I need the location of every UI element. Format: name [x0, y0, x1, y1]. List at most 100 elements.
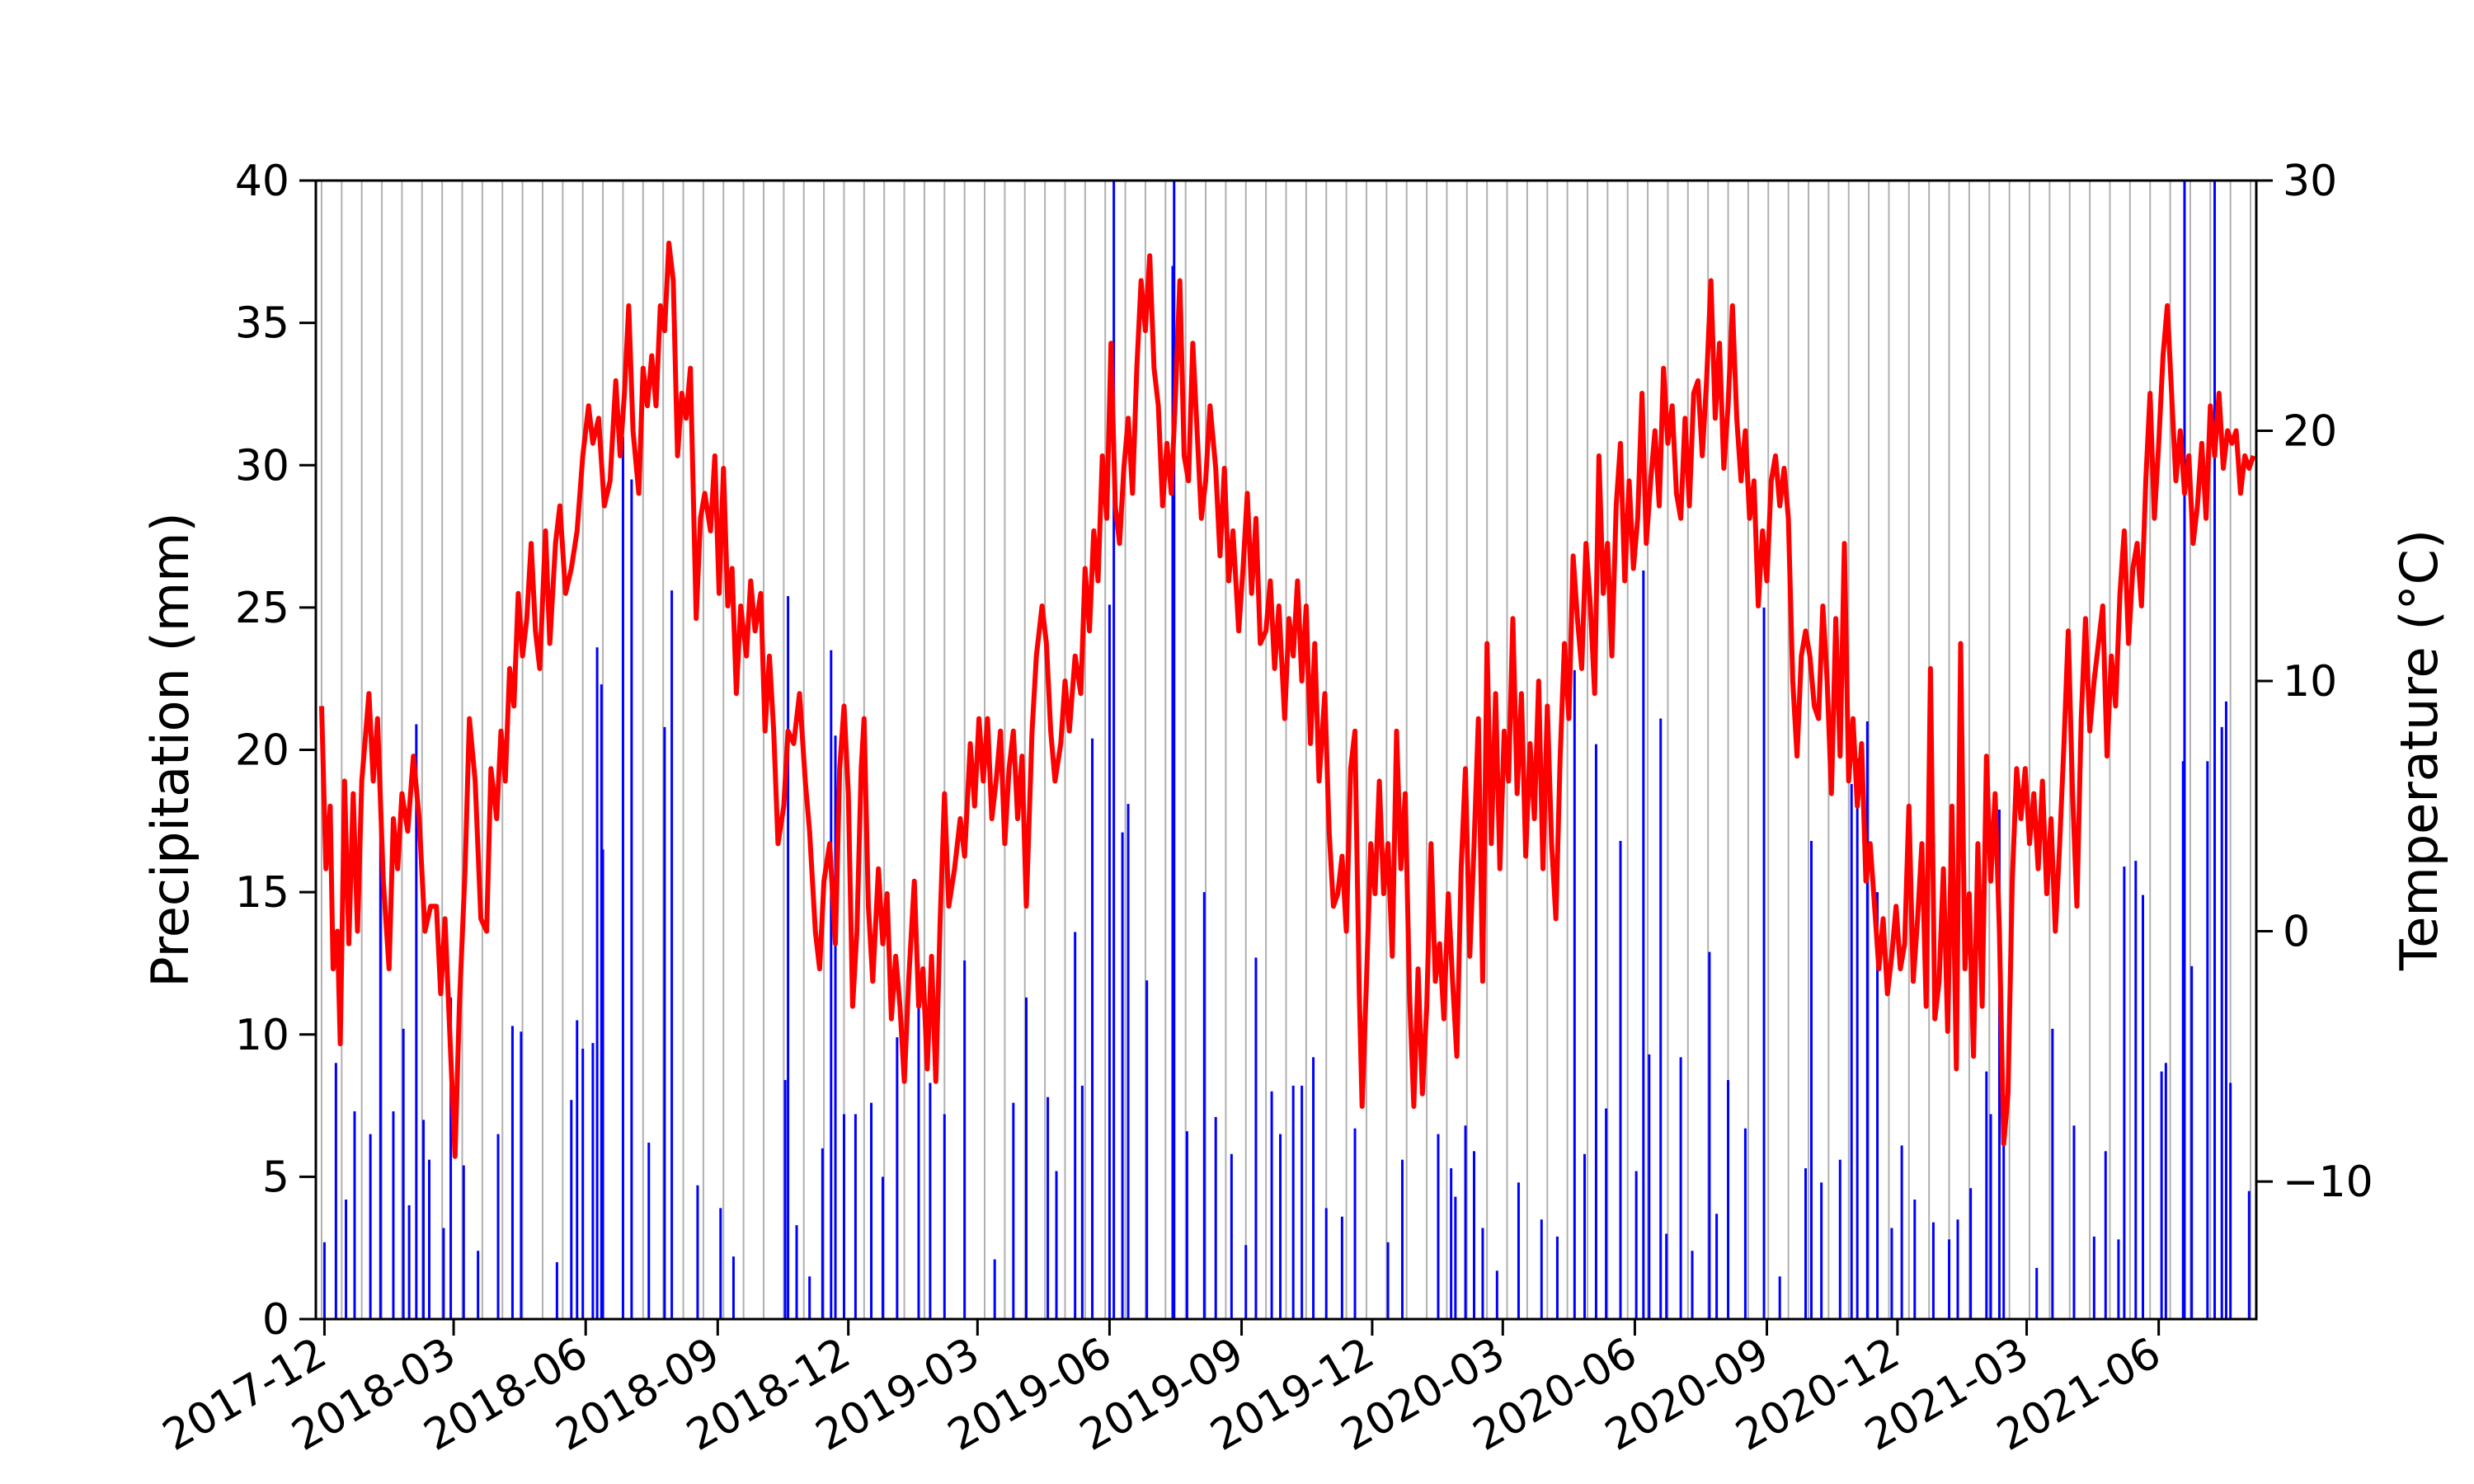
- precipitation-bar: [1573, 669, 1576, 1319]
- precipitation-bar: [854, 1114, 857, 1319]
- precipitation-bar: [929, 1082, 932, 1319]
- precipitation-bar: [2213, 181, 2217, 1319]
- precipitation-bar: [731, 1256, 735, 1319]
- precipitation-bar: [322, 1242, 326, 1319]
- precipitation-bar: [1495, 1270, 1498, 1319]
- precipitation-bar: [1340, 1216, 1343, 1319]
- precipitation-bar: [1708, 951, 1711, 1319]
- precipitation-bar: [1900, 1145, 1903, 1319]
- y-tick-label: 5: [262, 1153, 289, 1202]
- precipitation-bar: [600, 684, 603, 1319]
- precipitation-bar: [1594, 744, 1597, 1319]
- precipitation-bar: [1876, 892, 1879, 1319]
- precipitation-bar: [1270, 1091, 1273, 1319]
- precipitation-bar: [1121, 832, 1124, 1319]
- precipitation-bar: [2035, 1267, 2039, 1319]
- precipitation-bar: [943, 1114, 946, 1319]
- precipitation-bar: [1450, 1168, 1453, 1319]
- precipitation-bar: [379, 801, 382, 1319]
- precipitation-bar: [1619, 840, 1622, 1319]
- precipitation-bar: [1985, 1071, 1988, 1319]
- vertical-grid: [320, 181, 2252, 1319]
- precipitation-bar: [2206, 761, 2209, 1319]
- precipitation-bar: [663, 726, 666, 1319]
- left-axis-ticks: 0 5 10 15 20 25 30 35 40: [235, 157, 316, 1345]
- precipitation-bar: [2002, 1088, 2006, 1319]
- x-axis-ticks: 2017-122018-032018-062018-092018-122019-…: [155, 1319, 2169, 1461]
- right-axis-ticks: −10 0 10 20 30: [2256, 157, 2373, 1207]
- precipitation-bar: [1185, 1131, 1188, 1319]
- precipitation-bar: [993, 1259, 996, 1319]
- precipitation-bar: [1173, 181, 1176, 1319]
- precipitation-bar: [1583, 1153, 1586, 1319]
- y-tick-label: 25: [235, 584, 289, 633]
- precipitation-bar: [1080, 1085, 1084, 1319]
- precipitation-bar: [581, 1049, 585, 1319]
- precipitation-bar: [1279, 1134, 1282, 1319]
- precipitation-bar: [422, 1120, 426, 1319]
- precipitation-bar: [1989, 1114, 1992, 1319]
- precipitation-bar: [1472, 1151, 1475, 1319]
- precipitation-bar: [963, 960, 967, 1319]
- precipitation-bar: [1931, 1222, 1935, 1319]
- y2-tick-label: 20: [2283, 407, 2337, 457]
- precipitation-bar: [510, 1026, 514, 1319]
- precipitation-bar: [1634, 1171, 1638, 1319]
- precipitation-bar: [1838, 1159, 1841, 1319]
- precipitation-bar: [449, 997, 453, 1319]
- precipitation-bar: [1850, 783, 1853, 1319]
- precipitation-bar: [1324, 1208, 1328, 1319]
- precipitation-bar: [1481, 1228, 1484, 1319]
- y-tick-label: 15: [235, 868, 289, 918]
- right-axis-title: Temperature (°C): [2389, 529, 2449, 971]
- precipitation-bar: [1454, 1196, 1457, 1319]
- precipitation-bar: [2160, 1071, 2163, 1319]
- precipitation-bar: [1386, 1242, 1390, 1319]
- y2-tick-label: 10: [2283, 657, 2337, 707]
- precipitation-bar: [2072, 1125, 2076, 1319]
- precipitation-bar: [830, 650, 833, 1319]
- precipitation-bar: [808, 1276, 811, 1319]
- precipitation-bar: [2247, 1190, 2251, 1319]
- precipitation-bar: [601, 849, 604, 1319]
- precipitation-bar: [1804, 1168, 1808, 1319]
- precipitation-bar: [1865, 721, 1869, 1319]
- precipitation-bar: [1517, 1182, 1520, 1319]
- precipitation-bar: [415, 724, 418, 1319]
- precipitation-bar: [1400, 1159, 1404, 1319]
- precipitation-bar: [2117, 1239, 2120, 1319]
- precipitation-bar: [1074, 932, 1077, 1319]
- precipitation-bar: [621, 436, 624, 1319]
- precipitation-bar: [881, 1176, 884, 1319]
- y-tick-label: 0: [262, 1295, 289, 1345]
- precipitation-bar: [462, 1165, 465, 1319]
- precipitation-bar: [719, 1208, 722, 1319]
- precipitation-bar: [1679, 1057, 1682, 1319]
- precipitation-bar: [555, 1261, 558, 1319]
- precipitation-bar: [2183, 181, 2186, 1319]
- precipitation-bar: [870, 1102, 873, 1319]
- precipitation-bar: [392, 1111, 395, 1319]
- precipitation-bar: [2220, 726, 2223, 1319]
- precipitation-bar: [1047, 1097, 1050, 1319]
- precipitation-bar: [1956, 1219, 1959, 1319]
- precipitation-bar: [1202, 892, 1206, 1319]
- precipitation-bar: [2190, 965, 2194, 1319]
- precipitation-bar: [2181, 761, 2185, 1319]
- precipitation-bar: [1743, 1128, 1747, 1319]
- y2-tick-label: 0: [2283, 908, 2310, 957]
- precipitation-bar: [696, 1185, 699, 1319]
- y2-tick-label: −10: [2283, 1158, 2373, 1207]
- precipitation-bar: [1969, 1188, 1973, 1319]
- precipitation-bar: [787, 596, 790, 1319]
- precipitation-bar: [477, 1251, 480, 1319]
- precipitation-bar: [1762, 607, 1766, 1319]
- precipitation-bar: [1353, 1128, 1357, 1319]
- precipitation-bar: [520, 1031, 523, 1319]
- precipitation-bar: [369, 1134, 372, 1319]
- precipitation-bar: [1890, 1228, 1893, 1319]
- precipitation-bar: [1230, 1153, 1233, 1319]
- precipitation-bar: [591, 1043, 595, 1319]
- precipitation-bar: [2134, 861, 2138, 1319]
- precipitation-bar: [1091, 738, 1094, 1319]
